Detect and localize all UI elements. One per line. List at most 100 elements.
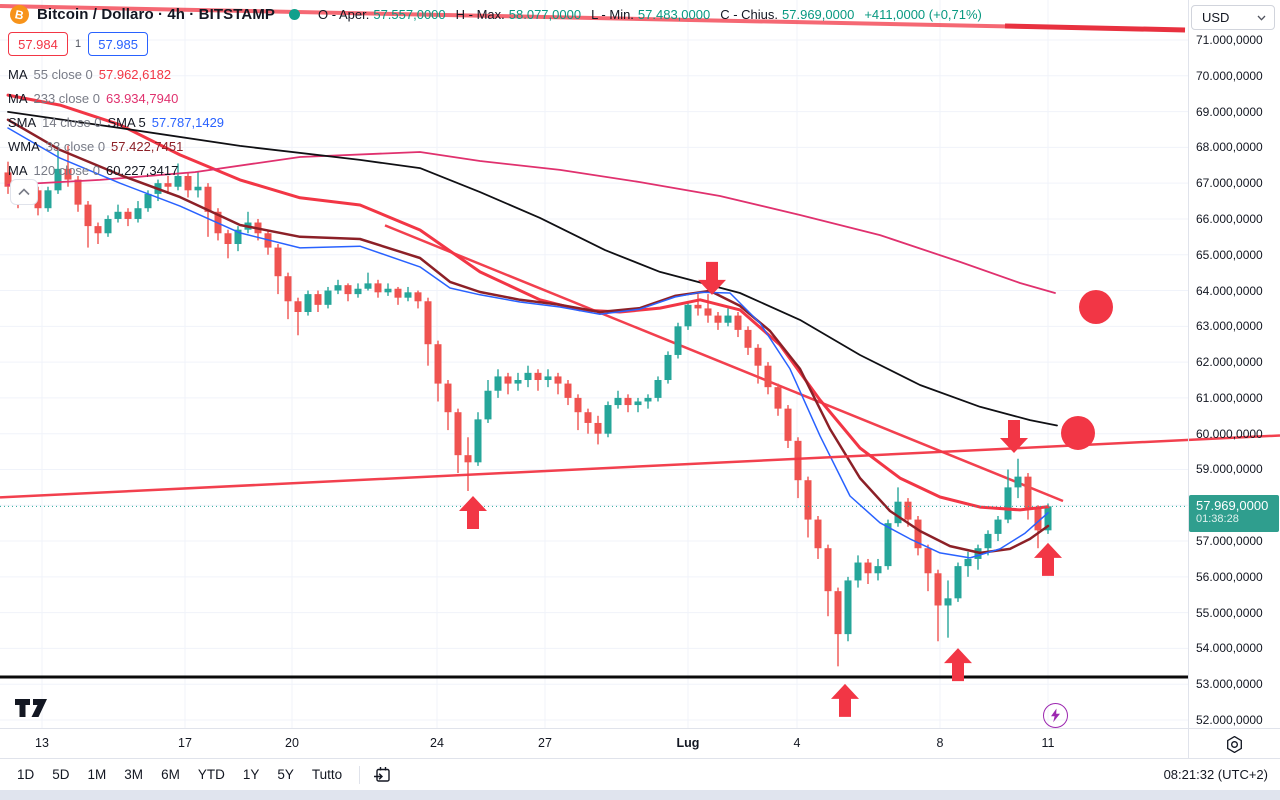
candlestick-chart-canvas[interactable] <box>0 0 1280 728</box>
range-button-1d[interactable]: 1D <box>17 767 35 782</box>
trendline-resistance-top[interactable] <box>0 3 1186 32</box>
range-button-6m[interactable]: 6M <box>161 767 180 782</box>
legend-row-sma-14-5[interactable]: SMA 14 close 0 SMA 5 57.787,1429 <box>8 110 224 134</box>
price-axis-label: 61.000,0000 <box>1196 390 1263 405</box>
ask-button[interactable]: 57.985 <box>88 32 149 56</box>
arrow-up-annotation[interactable] <box>944 648 972 682</box>
chevron-up-icon <box>18 188 30 196</box>
candle <box>304 294 312 313</box>
candle <box>634 401 642 406</box>
legend-row-ma-55[interactable]: MA 55 close 0 57.962,6182 <box>8 62 224 86</box>
candle <box>504 376 512 384</box>
axis-settings-button[interactable] <box>1222 732 1246 756</box>
goto-date-button[interactable] <box>368 763 396 787</box>
legend-part: 55 close 0 <box>33 66 93 82</box>
candle <box>144 193 152 209</box>
circle-annotation[interactable] <box>1079 289 1113 324</box>
candle <box>274 247 282 277</box>
ma-line-ma-120 <box>7 111 1058 427</box>
range-button-5d[interactable]: 5D <box>52 767 70 782</box>
candle <box>564 383 572 398</box>
circle-annotation[interactable] <box>1061 415 1095 450</box>
price-axis-label: 70.000,0000 <box>1196 68 1263 83</box>
candle <box>554 376 562 384</box>
candle <box>674 326 682 355</box>
collapse-legend-button[interactable] <box>10 179 38 205</box>
arrow-up-annotation[interactable] <box>459 495 487 529</box>
price-axis-label: 54.000,0000 <box>1196 641 1263 656</box>
legend-row-wma-33[interactable]: WMA 33 close 0 57.422,7451 <box>8 134 224 158</box>
candle <box>854 562 862 581</box>
currency-select[interactable]: USD <box>1191 5 1275 30</box>
bar-countdown: 01:38:28 <box>1196 513 1239 525</box>
trendline-descending-trendline[interactable] <box>384 224 1064 503</box>
legend-part: WMA <box>8 138 40 154</box>
candle <box>984 533 992 549</box>
tradingview-logo[interactable] <box>14 697 52 724</box>
range-button-ytd[interactable]: YTD <box>197 767 225 782</box>
bid-ask-row: 57.984 1 57.985 <box>8 32 149 56</box>
candle <box>134 208 142 219</box>
arrow-down-annotation[interactable] <box>1000 420 1028 454</box>
range-button-3m[interactable]: 3M <box>124 767 144 782</box>
clock[interactable]: 08:21:32 (UTC+2) <box>1163 767 1268 782</box>
price-axis-label: 60.000,0000 <box>1196 426 1263 441</box>
ohlc-values: O - Aper. 57.557,0000 H - Max. 58.077,0000 L… <box>318 7 982 22</box>
chart-header: B Bitcoin / Dollaro · 4h · BITSTAMP O - … <box>10 5 982 24</box>
candle <box>584 412 592 423</box>
price-axis-label: 55.000,0000 <box>1196 605 1263 620</box>
price-change: +411,0000 (+0,71%) <box>864 7 982 22</box>
candle <box>774 387 782 409</box>
symbol-title[interactable]: Bitcoin / Dollaro · 4h · BITSTAMP <box>37 6 276 23</box>
range-button-1y[interactable]: 1Y <box>242 767 260 782</box>
arrow-up-annotation[interactable] <box>831 683 859 717</box>
candle <box>834 591 842 635</box>
candle <box>124 211 132 219</box>
legend-part: 120 close 0 <box>33 162 101 178</box>
candle <box>694 304 702 309</box>
time-axis[interactable]: 13 17 20 24 27 Lug 4 8 11 <box>0 728 1280 758</box>
price-axis[interactable]: 71.000,0000 70.000,0000 69.000,0000 68.000,… <box>1188 0 1280 728</box>
legend-part: 57.962,6182 <box>98 66 172 82</box>
candle <box>994 519 1002 534</box>
legend-row-ma-233[interactable]: MA 233 close 0 63.934,7940 <box>8 86 224 110</box>
candle <box>934 573 942 606</box>
trendline-ascending-support[interactable] <box>0 434 1280 499</box>
candle <box>964 558 972 567</box>
candle <box>404 292 412 298</box>
legend-row-ma-120[interactable]: MA 120 close 0 60.227,3417 <box>8 158 224 182</box>
toolbar-divider <box>359 765 361 784</box>
arrow-down-annotation[interactable] <box>698 261 726 295</box>
candle <box>704 308 712 316</box>
candle <box>734 315 742 330</box>
candle <box>874 566 882 574</box>
candle <box>374 283 382 293</box>
arrow-up-annotation[interactable] <box>1034 542 1062 576</box>
range-button-1m[interactable]: 1M <box>87 767 107 782</box>
candle <box>644 397 652 402</box>
time-axis-label: 4 <box>793 736 801 750</box>
candle <box>914 519 922 549</box>
bottom-toolbar: 1D 5D 1M 3M 6M YTD 1Y 5Y Tutto 08:21:32 (UTC+2) <box>0 758 1280 790</box>
candle <box>864 562 872 574</box>
candle <box>54 168 62 191</box>
chevron-down-icon <box>1257 15 1266 21</box>
current-price-value: 57.969,0000 <box>1196 498 1269 513</box>
time-axis-label: 13 <box>35 736 49 750</box>
candle <box>904 501 912 520</box>
candle <box>44 190 52 209</box>
bid-button[interactable]: 57.984 <box>8 32 68 56</box>
ohlc-value: 57.483,0000 <box>637 7 711 22</box>
candle <box>414 292 422 302</box>
lightning-button[interactable] <box>1043 703 1068 728</box>
candle <box>1034 508 1042 531</box>
ohlc-label: O - Aper. <box>318 7 370 22</box>
range-button-tutto[interactable]: Tutto <box>311 767 343 782</box>
range-button-5y[interactable]: 5Y <box>277 767 294 782</box>
candle <box>454 412 462 456</box>
ohlc-label: C - Chius. <box>720 7 779 22</box>
price-axis-label: 52.000,0000 <box>1196 713 1263 727</box>
candle <box>74 179 82 205</box>
trendline-resistance-top-end[interactable] <box>1004 23 1186 33</box>
